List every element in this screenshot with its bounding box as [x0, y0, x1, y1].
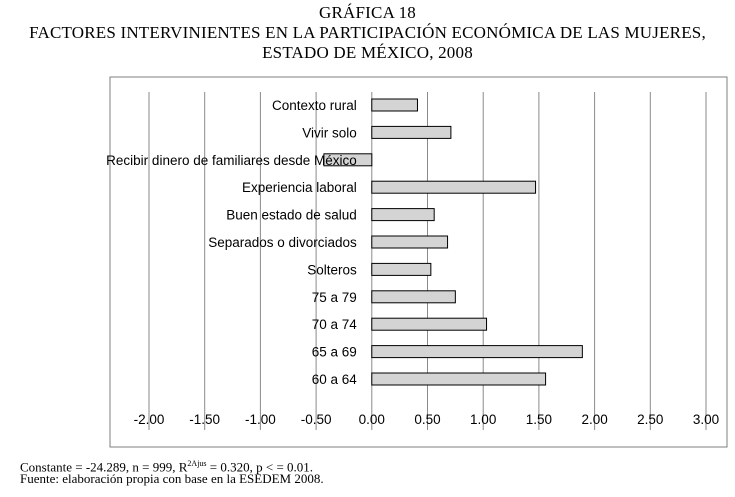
bar	[371, 125, 452, 139]
x-tick-label: 3.00	[693, 412, 719, 427]
bar	[371, 208, 435, 222]
model-note-suffix: = 0.320, p < = 0.01.	[206, 459, 314, 475]
bar	[371, 98, 418, 112]
model-note-superscript: 2Ajus	[187, 459, 207, 468]
bar	[371, 290, 456, 304]
bar	[371, 235, 449, 249]
bar	[371, 317, 488, 331]
category-labels: Contexto rural Vivir solo Recibir dinero d…	[106, 98, 357, 387]
bars	[323, 98, 583, 386]
chart-title-line1: GRÁFICA 18	[319, 3, 416, 22]
x-tick-label: 0.00	[359, 412, 385, 427]
chart-title-line3: ESTADO DE MÉXICO, 2008	[262, 43, 473, 62]
category-label: Vivir solo	[302, 125, 357, 140]
bar	[371, 180, 537, 194]
bar	[371, 345, 583, 359]
category-label: 70 a 74	[312, 317, 358, 332]
bar	[371, 372, 547, 386]
x-tick-label: 2.00	[581, 412, 607, 427]
x-tick-label: 1.50	[526, 412, 552, 427]
x-tick-label: 1.00	[470, 412, 496, 427]
category-label: 65 a 69	[312, 345, 357, 360]
x-tick-label: 2.50	[637, 412, 663, 427]
x-tick-labels: -2.00 -1.50 -1.00 -0.50 0.00 0.50 1.00 1.50 2.00…	[134, 412, 720, 427]
category-label: Buen estado de salud	[226, 208, 357, 223]
category-label: Contexto rural	[272, 98, 357, 113]
x-tick-label: 0.50	[414, 412, 440, 427]
source-note: Fuente: elaboración propia con base en l…	[20, 471, 324, 486]
x-tick-label: -2.00	[134, 412, 165, 427]
category-label: Separados o divorciados	[208, 235, 357, 250]
category-label: 75 a 79	[312, 290, 357, 305]
model-note: Constante = -24.289, n = 999, R2Ajus = 0…	[20, 456, 313, 474]
category-label: Experiencia laboral	[242, 180, 357, 195]
category-label: Recibir dinero de familiares desde Méxic…	[106, 153, 357, 168]
bar	[323, 153, 373, 167]
model-note-prefix: Constante = -24.289, n = 999, R	[20, 459, 188, 475]
category-label: Solteros	[307, 262, 357, 277]
category-label: 60 a 64	[312, 372, 358, 387]
chart-title-line2: FACTORES INTERVINIENTES EN LA PARTICIPAC…	[29, 23, 706, 42]
x-tick-label: -1.00	[245, 412, 276, 427]
x-tick-label: -0.50	[301, 412, 332, 427]
plot-border	[109, 76, 728, 448]
bar	[371, 262, 432, 276]
x-tick-label: -1.50	[189, 412, 220, 427]
